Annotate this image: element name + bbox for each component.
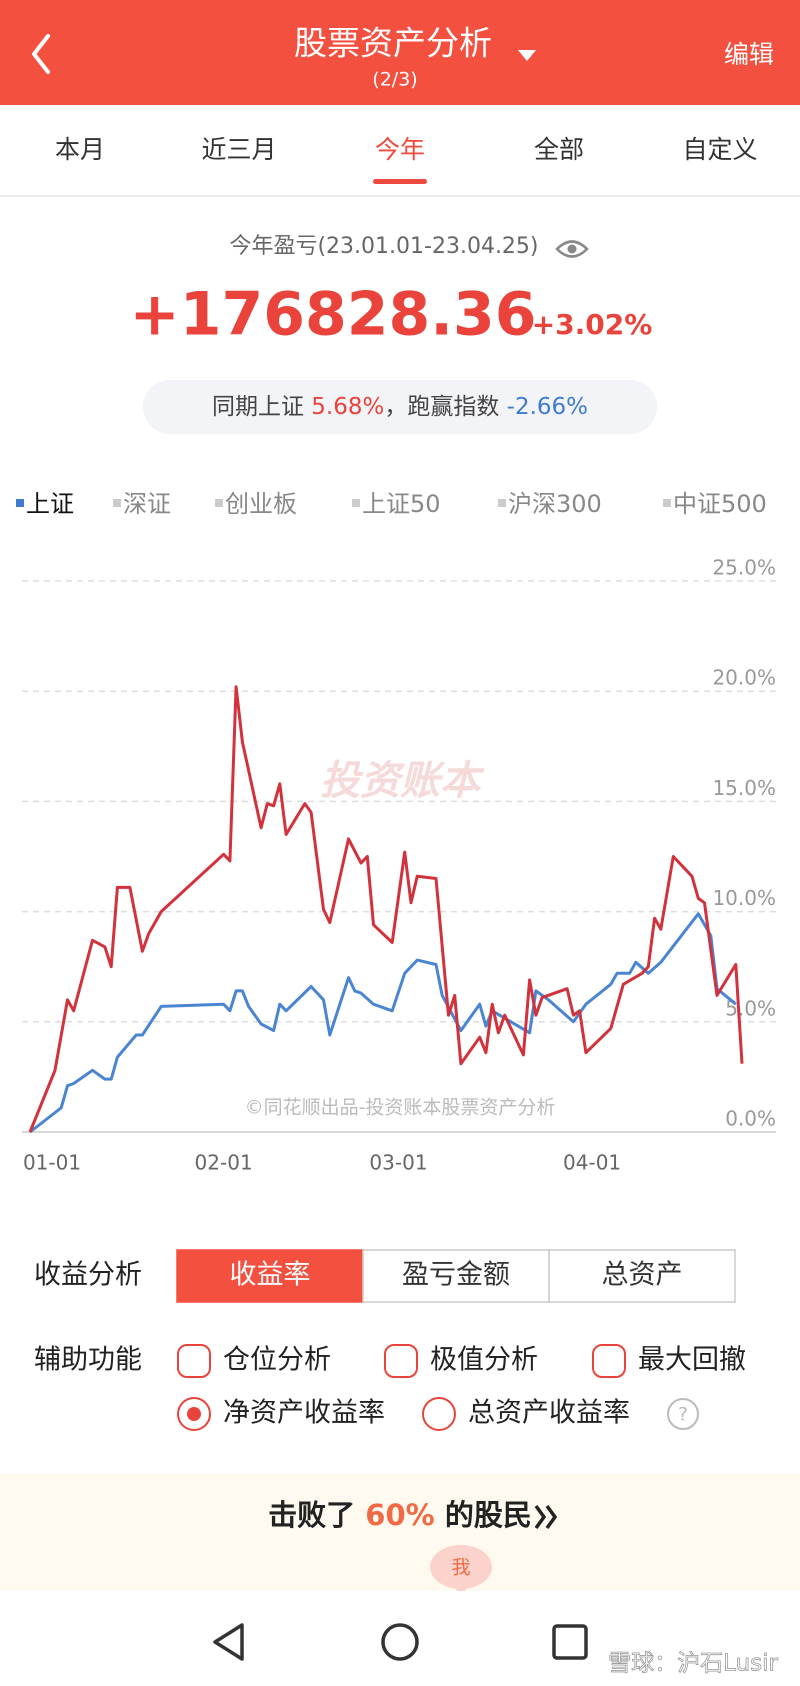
nav-recent[interactable] <box>552 1624 588 1660</box>
banner <box>0 1473 800 1591</box>
banner-suffix: 的股民 <box>445 1498 532 1532</box>
header-title[interactable]: 股票资产分析 <box>294 24 492 63</box>
radio-label[interactable]: 总资产收益率 <box>468 1398 630 1429</box>
period-tab[interactable]: 近三月 <box>201 135 276 164</box>
help-icon-text[interactable]: ? <box>678 1404 688 1426</box>
chart-watermark: 投资账本 <box>320 758 485 804</box>
source-note: ©同花顺出品-投资账本股票资产分析 <box>245 1097 556 1119</box>
y-tick-label: 5.0% <box>725 996 776 1020</box>
nav-home[interactable] <box>381 1623 419 1661</box>
x-tick-label: 03-01 <box>369 1151 427 1175</box>
x-tick-label: 04-01 <box>563 1151 621 1175</box>
summary-amount: +176828.36 <box>129 280 536 350</box>
compare-text: 同期上证 5.68%，跑赢指数 -2.66% <box>212 394 588 420</box>
excess-label: ，跑赢指数 <box>384 394 499 420</box>
summary-percent: +3.02% <box>532 308 653 341</box>
y-tick-label: 0.0% <box>725 1107 776 1131</box>
y-tick-label: 20.0% <box>712 666 776 690</box>
period-tabs: 本月 近三月 今年 全部 自定义 <box>55 135 758 184</box>
index-tab-marker <box>352 499 360 507</box>
analysis-option-box[interactable] <box>176 1249 364 1303</box>
index-tab[interactable]: 深证 <box>123 490 171 518</box>
index-tabs: 上证 深证 创业板 上证50 沪深300 中证500 <box>16 490 767 518</box>
header-subtitle: (2/3) <box>372 69 417 91</box>
edit-button[interactable]: 编辑 <box>724 40 774 69</box>
index-tab-marker <box>663 499 671 507</box>
index-tab-marker <box>113 499 121 507</box>
chart: 投资账本 ©同花顺出品-投资账本股票资产分析 0.0% 5.0% 10.0% 15.0… <box>22 556 776 1175</box>
back-button[interactable] <box>32 34 50 74</box>
summary-label: 今年盈亏(23.01.01-23.04.25) <box>229 234 538 259</box>
index-tab-marker <box>215 499 223 507</box>
analysis-option-box[interactable] <box>362 1249 550 1303</box>
index-tab[interactable]: 上证50 <box>362 490 441 518</box>
compare-pill <box>143 380 657 434</box>
banner-text[interactable]: 击败了 60% 的股民 <box>268 1498 532 1532</box>
radio[interactable] <box>422 1397 456 1431</box>
y-tick-label: 15.0% <box>712 776 776 800</box>
checkbox-label[interactable]: 极值分析 <box>430 1345 538 1376</box>
period-tab[interactable]: 自定义 <box>682 135 757 164</box>
radio-dot <box>187 1407 201 1421</box>
compare-value: 5.68% <box>311 394 384 420</box>
eye-icon[interactable] <box>555 240 589 258</box>
analysis-option-box[interactable] <box>548 1249 736 1303</box>
analysis-option[interactable]: 盈亏金额 <box>402 1260 510 1291</box>
nav-back[interactable] <box>213 1623 244 1661</box>
period-tab[interactable]: 本月 <box>55 135 105 164</box>
me-badge-text: 我 <box>451 1557 470 1579</box>
help-icon[interactable] <box>667 1398 699 1430</box>
banner-chevrons[interactable] <box>534 1504 558 1530</box>
series-line <box>29 912 737 1134</box>
index-tab[interactable]: 创业板 <box>225 490 297 518</box>
analysis-options: 收益率 盈亏金额 总资产 <box>176 1249 736 1303</box>
index-tab-marker <box>498 499 506 507</box>
checkbox[interactable] <box>384 1344 418 1378</box>
x-tick-label: 01-01 <box>23 1151 81 1175</box>
checkbox-label[interactable]: 最大回撤 <box>638 1345 746 1376</box>
index-tab[interactable]: 上证 <box>26 490 74 518</box>
index-tab[interactable]: 沪深300 <box>508 490 602 518</box>
period-tab[interactable]: 今年 <box>375 135 425 164</box>
aux-label: 辅助功能 <box>34 1345 142 1376</box>
excess-value: -2.66% <box>507 394 588 420</box>
banner-prefix: 击败了 <box>268 1498 355 1532</box>
period-tab[interactable]: 全部 <box>534 135 584 164</box>
analysis-option[interactable]: 总资产 <box>602 1260 683 1291</box>
analysis-option[interactable]: 收益率 <box>230 1260 311 1291</box>
title-caret[interactable] <box>518 50 536 61</box>
tab-underline <box>373 179 427 184</box>
checkbox[interactable] <box>177 1344 211 1378</box>
y-tick-label: 25.0% <box>712 556 776 580</box>
x-tick-label: 02-01 <box>195 1151 253 1175</box>
banner-value: 60% <box>365 1498 434 1532</box>
y-tick-label: 10.0% <box>712 886 776 910</box>
series-line <box>28 685 744 1133</box>
index-tab[interactable]: 中证500 <box>673 490 767 518</box>
analysis-label: 收益分析 <box>34 1260 142 1291</box>
index-tab-marker <box>16 499 24 507</box>
compare-label: 同期上证 <box>212 394 304 420</box>
header-bar <box>0 0 800 105</box>
nav-bar <box>0 1591 800 1686</box>
checkbox-label[interactable]: 仓位分析 <box>223 1345 331 1376</box>
overlay-watermark: 雪球：沪石Lusir <box>608 1651 778 1677</box>
radio-label[interactable]: 净资产收益率 <box>223 1398 385 1429</box>
checkbox[interactable] <box>592 1344 626 1378</box>
